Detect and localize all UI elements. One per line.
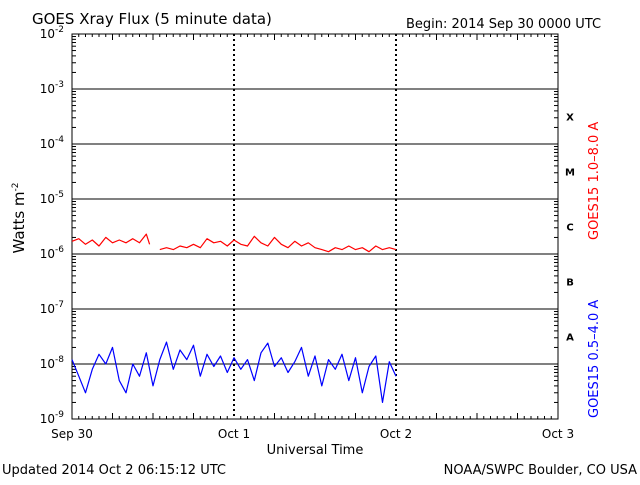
flare-class-label: A xyxy=(566,333,574,344)
y-tick-base: 10 xyxy=(40,412,55,426)
y-tick-exponent: -2 xyxy=(55,25,64,35)
flare-class-label: B xyxy=(566,278,574,289)
series-layer xyxy=(71,233,397,403)
y-tick-exponent: -4 xyxy=(55,135,64,145)
horizontal-gridlines xyxy=(72,88,558,365)
y-tick-label: 10-6 xyxy=(40,245,65,261)
x-tick-label: Sep 30 xyxy=(51,427,93,441)
y-tick-base: 10 xyxy=(40,27,55,41)
y-tick-base: 10 xyxy=(40,247,55,261)
y-tick-base: 10 xyxy=(40,357,55,371)
x-tick-label: Oct 2 xyxy=(380,427,412,441)
series-goes15-long-line xyxy=(159,235,397,253)
flare-class-label: M xyxy=(565,168,575,179)
vertical-dotted-gridlines xyxy=(233,34,397,419)
y-tick-label: 10-5 xyxy=(40,190,64,206)
series-goes15-short-line xyxy=(71,341,397,403)
plot-area xyxy=(71,33,559,420)
y-tick-exponent: -3 xyxy=(55,80,64,90)
y-tick-base: 10 xyxy=(40,192,55,206)
y-tick-label: 10-9 xyxy=(40,410,65,426)
updated-timestamp: Updated 2014 Oct 2 06:15:12 UTC xyxy=(2,463,226,478)
y-tick-label: 10-3 xyxy=(40,80,64,96)
flare-class-labels: X M C B A xyxy=(565,113,575,344)
plot-border xyxy=(71,33,559,420)
y-axis-ticks: 10-210-310-410-510-610-710-810-9 xyxy=(40,25,558,426)
legend-goes15-long: GOES15 1.0–8.0 A xyxy=(587,122,602,240)
y-tick-base: 10 xyxy=(40,137,55,151)
y-tick-label: 10-8 xyxy=(40,355,65,371)
y-axis-label: Watts m-2 xyxy=(10,182,28,253)
series-goes15-long-line xyxy=(71,233,151,247)
y-tick-label: 10-2 xyxy=(40,25,64,41)
legend-goes15-short: GOES15 0.5–4.0 A xyxy=(587,300,602,418)
y-tick-base: 10 xyxy=(40,302,55,316)
y-tick-exponent: -7 xyxy=(55,300,64,310)
y-axis-label-text: Watts m xyxy=(10,191,28,253)
y-tick-label: 10-4 xyxy=(40,135,65,151)
source-credit: NOAA/SWPC Boulder, CO USA xyxy=(444,463,637,478)
chart-title: GOES Xray Flux (5 minute data) xyxy=(32,10,272,28)
x-axis-ticks: Sep 30 Oct 1 Oct 2 Oct 3 xyxy=(51,34,574,441)
y-tick-exponent: -8 xyxy=(55,355,64,365)
y-tick-base: 10 xyxy=(40,82,55,96)
y-tick-exponent: -9 xyxy=(55,410,64,420)
y-tick-exponent: -5 xyxy=(55,190,64,200)
flare-class-label: C xyxy=(566,223,573,234)
x-tick-label: Oct 3 xyxy=(542,427,574,441)
y-tick-label: 10-7 xyxy=(40,300,64,316)
begin-time: Begin: 2014 Sep 30 0000 UTC xyxy=(406,17,601,32)
y-axis-label-exponent: -2 xyxy=(11,182,21,191)
flare-class-label: X xyxy=(566,113,574,124)
x-axis-label: Universal Time xyxy=(267,443,364,458)
x-tick-label: Oct 1 xyxy=(218,427,250,441)
y-tick-exponent: -6 xyxy=(55,245,64,255)
